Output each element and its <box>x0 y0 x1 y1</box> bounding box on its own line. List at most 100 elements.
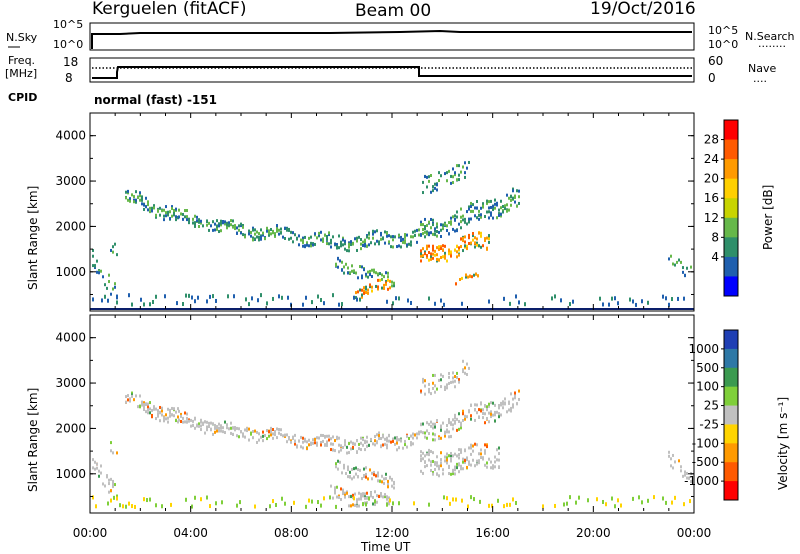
scatter-cell <box>320 238 322 242</box>
colorbar-segment <box>724 405 738 425</box>
scatter-cell <box>98 271 100 275</box>
scatter-cell <box>366 444 368 448</box>
scatter-cell <box>434 461 436 465</box>
scatter-cell <box>514 393 516 397</box>
scatter-cell <box>464 448 466 452</box>
scatter-cell <box>386 446 388 450</box>
scatter-cell <box>355 291 357 295</box>
scatter-cell <box>365 290 367 294</box>
scatter-cell <box>381 480 383 484</box>
scatter-cell <box>368 443 370 447</box>
scatter-cell <box>400 235 402 239</box>
scatter-cell <box>482 202 484 206</box>
scatter-cell <box>404 241 406 245</box>
scatter-cell <box>206 428 208 432</box>
scatter-cell <box>446 461 448 465</box>
scatter-cell <box>244 435 246 439</box>
scatter-cell <box>398 244 400 248</box>
scatter-cell <box>147 411 149 415</box>
scatter-cell <box>143 403 145 407</box>
scatter-cell <box>438 474 440 478</box>
scatter-cell <box>131 391 133 395</box>
scatter-cell <box>476 462 478 466</box>
scatter-cell <box>337 265 339 269</box>
scatter-cell <box>605 502 607 507</box>
freq-right-legend: .... <box>753 72 767 85</box>
scatter-cell <box>460 448 462 452</box>
scatter-cell <box>226 226 228 230</box>
freq-panel-frame <box>89 57 695 83</box>
scatter-cell <box>418 430 420 434</box>
scatter-cell <box>378 434 380 438</box>
scatter-cell <box>400 245 402 249</box>
scatter-cell <box>420 223 422 227</box>
scatter-cell <box>244 233 246 237</box>
scatter-cell <box>426 429 428 433</box>
scatter-cell <box>282 235 284 239</box>
scatter-cell <box>412 432 414 436</box>
freq-right-tick-top: 60 <box>708 54 723 68</box>
scatter-cell <box>386 495 388 499</box>
scatter-cell <box>668 450 670 454</box>
scatter-cell <box>420 430 422 434</box>
scatter-cell <box>509 301 511 306</box>
scatter-cell <box>192 221 194 225</box>
scatter-cell <box>341 260 343 264</box>
scatter-cell <box>468 242 470 246</box>
scatter-cell <box>569 495 571 500</box>
scatter-cell <box>345 471 347 475</box>
scatter-cell <box>434 227 436 231</box>
scatter-cell <box>454 385 456 389</box>
scatter-cell <box>500 403 502 407</box>
scatter-cell <box>464 366 466 370</box>
scatter-cell <box>480 409 482 413</box>
scatter-cell <box>108 478 110 482</box>
scatter-cell <box>424 225 426 229</box>
scatter-cell <box>569 302 571 307</box>
scatter-cell <box>350 447 352 451</box>
scatter-cell <box>367 275 369 279</box>
scatter-cell <box>240 222 242 226</box>
scatter-cell <box>165 205 167 209</box>
scatter-cell <box>396 435 398 439</box>
scatter-cell <box>372 495 374 499</box>
scatter-cell <box>226 426 228 430</box>
colorbar-tick-label: 28 <box>704 133 719 147</box>
scatter-cell <box>486 443 488 447</box>
scatter-cell <box>191 504 193 509</box>
scatter-cell <box>443 302 445 307</box>
scatter-cell <box>232 219 234 223</box>
scatter-cell <box>185 497 187 502</box>
scatter-cell <box>137 195 139 199</box>
scatter-cell <box>476 237 478 241</box>
scatter-cell <box>312 438 314 442</box>
scatter-cell <box>414 233 416 237</box>
scatter-cell <box>478 231 480 235</box>
scatter-cell <box>308 498 310 503</box>
scatter-cell <box>374 443 376 447</box>
scatter-cell <box>468 217 470 221</box>
scatter-cell <box>454 416 456 420</box>
scatter-cell <box>464 244 466 248</box>
scatter-cell <box>242 225 244 229</box>
scatter-cell <box>266 301 268 306</box>
scatter-cell <box>486 408 488 412</box>
scatter-cell <box>684 470 686 474</box>
scatter-cell <box>424 252 426 256</box>
scatter-cell <box>147 405 149 409</box>
scatter-cell <box>450 422 452 426</box>
scatter-cell <box>149 497 151 502</box>
scatter-cell <box>366 244 368 248</box>
scatter-cell <box>268 434 270 438</box>
scatter-cell <box>390 235 392 239</box>
scatter-cell <box>440 464 442 468</box>
scatter-cell <box>434 253 436 257</box>
scatter-cell <box>92 495 94 500</box>
scatter-cell <box>440 458 442 462</box>
scatter-cell <box>510 203 512 207</box>
colorbar-tick-label: -25 <box>699 417 719 431</box>
x-tick-label-1: 04:00 <box>173 526 208 540</box>
scatter-cell <box>430 226 432 230</box>
scatter-cell <box>490 460 492 464</box>
